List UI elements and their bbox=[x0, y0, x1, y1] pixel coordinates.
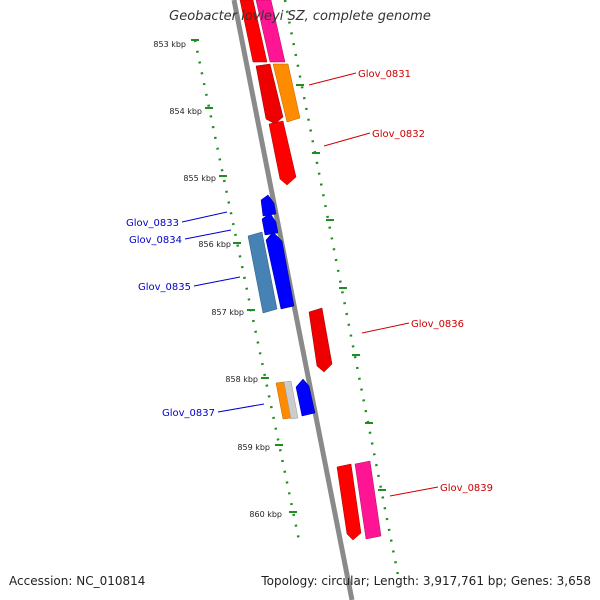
genome-stats-text: Topology: circular; Length: 3,917,761 bp… bbox=[261, 574, 591, 588]
gene-feature[interactable] bbox=[255, 63, 284, 125]
gene-feature[interactable] bbox=[272, 63, 301, 123]
gene-label[interactable]: Glov_0835 bbox=[138, 282, 191, 293]
gene-label[interactable]: Glov_0832 bbox=[372, 129, 425, 140]
gene-feature[interactable] bbox=[260, 194, 277, 217]
label-leader bbox=[361, 322, 410, 334]
tick-label: 857 kbp bbox=[211, 308, 244, 317]
gene-feature[interactable] bbox=[265, 231, 295, 310]
tick-label: 853 kbp bbox=[153, 40, 186, 49]
gene-label[interactable]: Glov_0839 bbox=[440, 483, 493, 494]
ruler-ticks bbox=[191, 39, 297, 513]
inner-ruler bbox=[193, 39, 302, 546]
map-title: Geobacter lovleyi SZ, complete genome bbox=[169, 9, 431, 24]
gene-label[interactable]: Glov_0831 bbox=[358, 69, 411, 80]
gene-feature[interactable] bbox=[295, 378, 316, 417]
gene-feature[interactable] bbox=[336, 463, 362, 541]
tick-label: 859 kbp bbox=[237, 443, 270, 452]
gene-feature[interactable] bbox=[261, 212, 279, 236]
gene-feature[interactable] bbox=[268, 120, 297, 186]
label-leader bbox=[323, 132, 371, 147]
gene-label[interactable]: Glov_0837 bbox=[162, 408, 215, 419]
tick-label: 856 kbp bbox=[198, 240, 231, 249]
label-leader bbox=[308, 72, 357, 86]
gene-label[interactable]: Glov_0833 bbox=[126, 218, 179, 229]
gene-feature[interactable] bbox=[239, 0, 268, 63]
tick-label: 860 kbp bbox=[249, 510, 282, 519]
gene-feature[interactable] bbox=[247, 231, 278, 314]
label-leader bbox=[389, 486, 439, 497]
accession-text: Accession: NC_010814 bbox=[9, 574, 146, 588]
tick-label: 854 kbp bbox=[169, 107, 202, 116]
gene-label[interactable]: Glov_0834 bbox=[129, 235, 182, 246]
label-leader bbox=[181, 211, 228, 223]
label-leader bbox=[217, 403, 265, 413]
gene-feature[interactable] bbox=[255, 0, 286, 63]
gene-feature[interactable] bbox=[308, 307, 333, 373]
gene-feature[interactable] bbox=[354, 460, 382, 540]
outer-ruler-ticks bbox=[296, 84, 386, 491]
gene-feature[interactable] bbox=[283, 380, 299, 420]
label-leader bbox=[184, 229, 232, 240]
gene-label[interactable]: Glov_0836 bbox=[411, 319, 464, 330]
tick-label: 858 kbp bbox=[225, 375, 258, 384]
tick-label: 855 kbp bbox=[183, 174, 216, 183]
label-leader bbox=[193, 276, 241, 287]
